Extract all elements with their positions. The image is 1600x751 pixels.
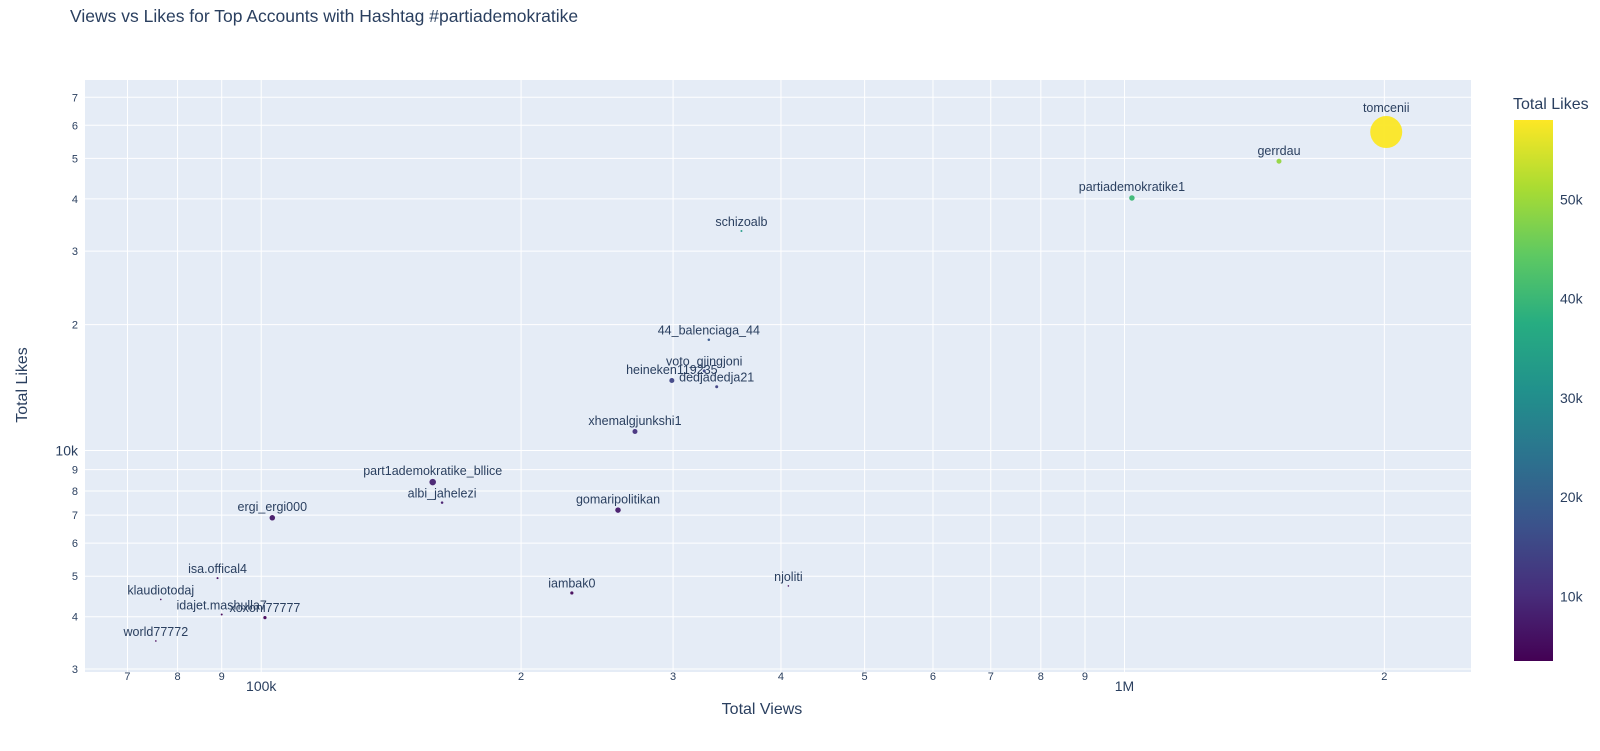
scatter-point[interactable]: [669, 378, 675, 384]
point-label: part1ademokratike_bllice: [363, 464, 502, 478]
y-tick-label: 8: [72, 486, 78, 498]
scatter-point[interactable]: [702, 369, 706, 373]
point-label: tomcenii: [1363, 101, 1410, 115]
point-label: klaudiotodaj: [127, 584, 194, 598]
y-tick-label: 6: [72, 538, 78, 550]
point-label: isa.offical4: [188, 562, 247, 576]
y-tick-label: 2: [72, 320, 78, 332]
point-label: albi_jahelezi: [408, 486, 477, 500]
point-label: idajet.mashulla7: [177, 598, 267, 612]
scatter-points: tomcenii gerrdau partiademokratike1 schizoa…: [123, 101, 1410, 642]
y-tick-label: 5: [72, 571, 78, 583]
scatter-point[interactable]: [440, 501, 444, 504]
x-tick-label: 9: [1082, 671, 1088, 683]
scatter-point[interactable]: [155, 640, 157, 642]
scatter-point[interactable]: [220, 613, 223, 616]
scatter-point[interactable]: [263, 616, 267, 620]
gridlines: [85, 80, 1471, 672]
x-tick-label: 3: [670, 671, 676, 683]
x-tick-label: 8: [174, 671, 180, 683]
point-label: xhemalgjunkshi1: [588, 414, 681, 428]
x-tick-label: 9: [219, 671, 225, 683]
scatter-point[interactable]: [1129, 195, 1135, 201]
point-label: gerrdau: [1257, 144, 1300, 158]
y-axis-title: Total Likes: [14, 347, 31, 423]
colorbar-gradient: [1514, 120, 1553, 661]
scatter-point[interactable]: [429, 478, 436, 486]
point-label: dedjadedja21: [679, 370, 754, 384]
axis-tick-labels: 7 8 9 100k 2 3 4 5 6 7 8 9 1M 2 3 4 5 6 7 8 9 10k 2 3 4 5 6 7: [55, 92, 1387, 694]
scatter-point[interactable]: [570, 591, 574, 595]
colorbar-title: Total Likes: [1513, 96, 1589, 113]
x-axis-title: Total Views: [722, 701, 803, 718]
point-label: 44_balenciaga_44: [658, 324, 760, 338]
y-tick-label: 5: [72, 153, 78, 165]
x-tick-label: 1M: [1115, 678, 1134, 694]
colorbar-tick-label: 10k: [1560, 588, 1584, 604]
chart-title: Views vs Likes for Top Accounts with Has…: [70, 6, 579, 26]
point-label: schizoalb: [715, 215, 767, 229]
scatter-point[interactable]: [615, 507, 621, 513]
x-tick-label: 100k: [246, 678, 277, 694]
scatter-point[interactable]: [632, 429, 638, 435]
y-tick-label: 4: [72, 194, 78, 206]
x-tick-label: 2: [1381, 671, 1387, 683]
scatter-point[interactable]: [159, 598, 162, 601]
x-tick-label: 7: [124, 671, 130, 683]
colorbar-tick-label: 50k: [1560, 191, 1584, 207]
point-label: iambak0: [548, 576, 595, 590]
y-tick-label: 3: [72, 664, 78, 676]
point-label: gomaripolitikan: [576, 492, 660, 506]
x-tick-label: 5: [862, 671, 868, 683]
scatter-point[interactable]: [269, 515, 276, 521]
point-label: world77772: [123, 625, 189, 639]
scatter-point[interactable]: [1370, 116, 1403, 149]
y-tick-label: 3: [72, 246, 78, 258]
y-tick-label: 4: [72, 612, 78, 624]
scatter-point[interactable]: [787, 585, 790, 587]
plot-background[interactable]: [85, 80, 1471, 672]
y-tick-label: 6: [72, 120, 78, 132]
x-tick-label: 8: [1038, 671, 1044, 683]
scatter-point[interactable]: [740, 230, 743, 233]
y-tick-label: 7: [72, 92, 78, 104]
point-label: njoliti: [774, 570, 803, 584]
point-label: partiademokratike1: [1079, 180, 1185, 194]
colorbar-tick-label: 20k: [1560, 489, 1584, 505]
scatter-point[interactable]: [715, 385, 719, 389]
x-tick-label: 7: [988, 671, 994, 683]
scatter-point[interactable]: [216, 577, 219, 580]
y-tick-label: 10k: [55, 442, 79, 458]
scatter-point[interactable]: [1276, 158, 1282, 164]
x-tick-label: 6: [930, 671, 936, 683]
colorbar-tick-label: 40k: [1560, 291, 1584, 307]
point-label: xoxoni77777: [229, 601, 300, 615]
y-tick-label: 7: [72, 510, 78, 522]
y-tick-label: 9: [72, 465, 78, 477]
point-label: ergi_ergi000: [238, 500, 308, 514]
colorbar: 10k 20k 30k 40k 50k: [1514, 120, 1584, 661]
colorbar-tick-label: 30k: [1560, 390, 1584, 406]
x-tick-label: 4: [778, 671, 784, 683]
x-tick-label: 2: [518, 671, 524, 683]
point-label: voto_gjingjoni: [666, 354, 742, 368]
point-label: heineken119235: [626, 363, 718, 377]
scatter-point[interactable]: [707, 338, 711, 342]
